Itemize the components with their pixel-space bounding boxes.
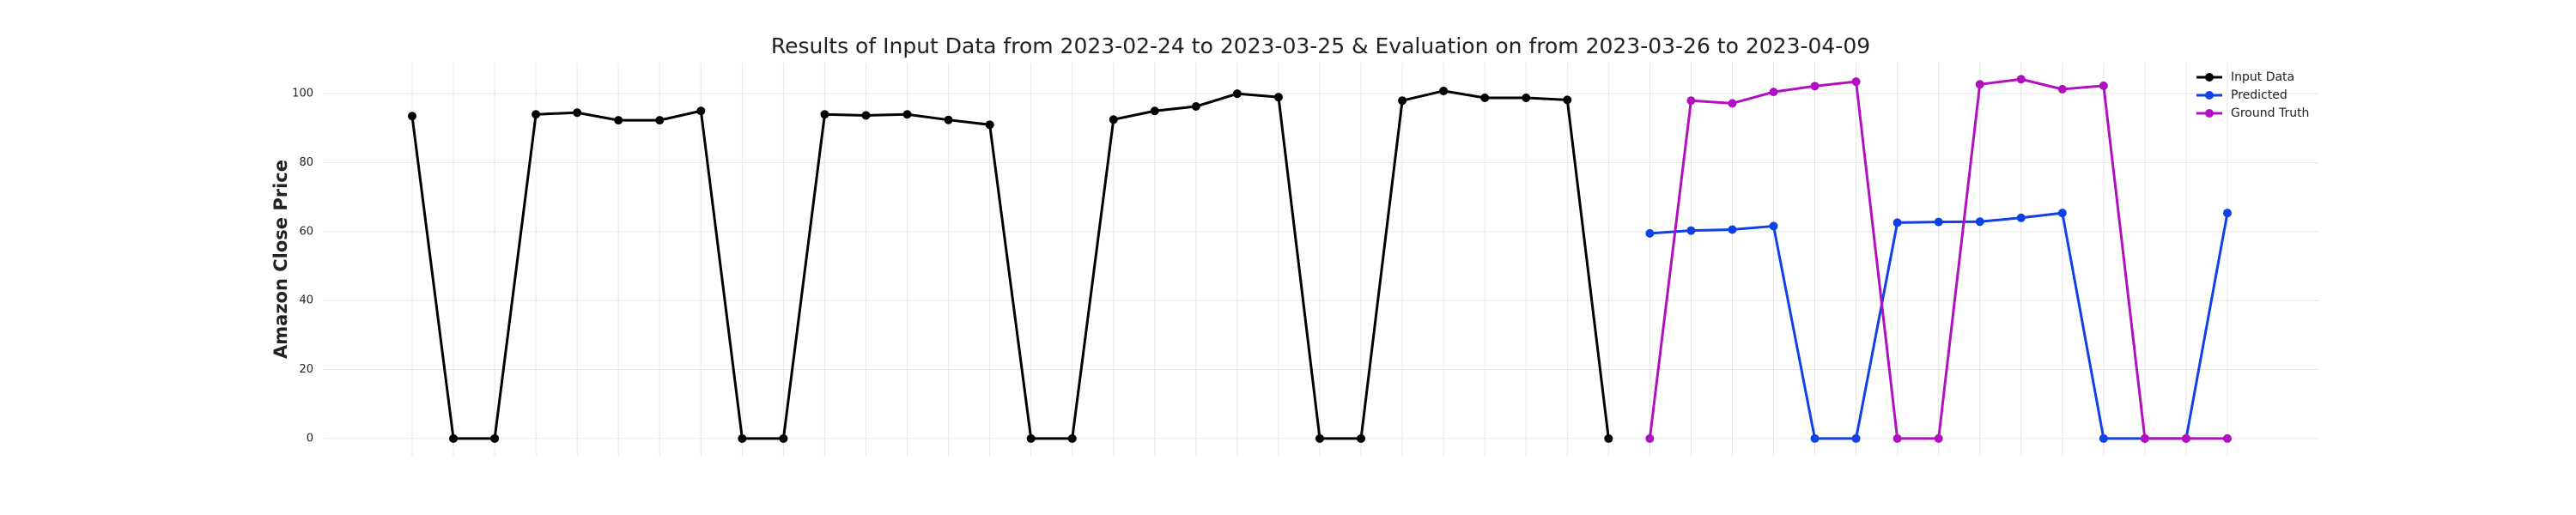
data-point	[1934, 217, 1943, 227]
data-point	[696, 106, 706, 116]
legend-label: Predicted	[2231, 88, 2287, 102]
data-point	[1645, 433, 1655, 443]
y-tick-label: 0	[307, 432, 313, 445]
data-point	[1232, 89, 1242, 99]
data-point	[1893, 433, 1902, 443]
data-point	[944, 115, 953, 124]
data-point	[1810, 82, 1820, 91]
data-point	[1769, 88, 1778, 97]
data-point	[2016, 75, 2026, 84]
data-point	[1026, 433, 1036, 443]
data-point	[1439, 86, 1449, 95]
data-point	[1398, 96, 1407, 106]
data-point	[1686, 226, 1696, 235]
data-point	[1769, 221, 1778, 231]
data-point	[1357, 433, 1366, 443]
data-point	[408, 112, 416, 121]
data-point	[1975, 217, 1984, 227]
data-point	[1150, 106, 1159, 116]
series-line	[410, 89, 1610, 440]
data-point	[1934, 433, 1943, 443]
y-tick-label: 60	[299, 225, 313, 238]
data-point	[2057, 84, 2067, 94]
data-point	[1686, 96, 1696, 106]
legend-marker	[2205, 91, 2214, 100]
data-point	[1191, 102, 1200, 112]
chart-title: Results of Input Data from 2023-02-24 to…	[771, 33, 1870, 58]
data-point	[2223, 209, 2232, 218]
y-tick-label: 20	[299, 363, 313, 376]
data-point	[1893, 218, 1902, 227]
data-point	[985, 120, 994, 130]
data-point	[1810, 433, 1820, 443]
data-point	[861, 111, 871, 120]
legend-marker	[2205, 73, 2214, 82]
y-axis-label: Amazon Close Price	[270, 160, 291, 359]
data-point	[1563, 95, 1572, 105]
data-point	[1728, 99, 1737, 108]
data-point	[1273, 93, 1283, 102]
data-point	[449, 433, 459, 443]
y-tick-label: 80	[299, 156, 313, 169]
y-tick-label: 100	[292, 88, 313, 100]
data-point	[2016, 213, 2026, 222]
data-point	[1728, 225, 1737, 234]
data-point	[573, 108, 582, 118]
data-point	[1315, 433, 1324, 443]
data-point	[1067, 433, 1077, 443]
data-point	[1604, 433, 1613, 443]
data-point	[2057, 209, 2067, 218]
data-point	[1522, 93, 1531, 102]
data-point	[1851, 77, 1861, 87]
data-point	[2099, 433, 2108, 443]
data-point	[902, 110, 912, 119]
data-point	[2140, 433, 2149, 443]
data-point	[820, 110, 829, 119]
data-point	[2181, 433, 2190, 443]
data-point	[1851, 433, 1861, 443]
legend-label: Ground Truth	[2231, 106, 2309, 120]
data-point	[655, 116, 665, 125]
data-point	[532, 110, 541, 119]
data-point	[614, 116, 623, 125]
data-point	[1975, 80, 1984, 89]
data-point	[2099, 81, 2108, 90]
data-point	[490, 433, 500, 443]
data-point	[1645, 228, 1655, 238]
data-point	[738, 433, 747, 443]
legend-label: Input Data	[2231, 70, 2294, 84]
y-tick-label: 40	[299, 294, 313, 307]
legend-marker	[2205, 109, 2214, 118]
data-point	[2223, 433, 2232, 443]
data-point	[779, 433, 788, 443]
data-point	[1480, 93, 1490, 102]
data-point	[1109, 115, 1118, 124]
